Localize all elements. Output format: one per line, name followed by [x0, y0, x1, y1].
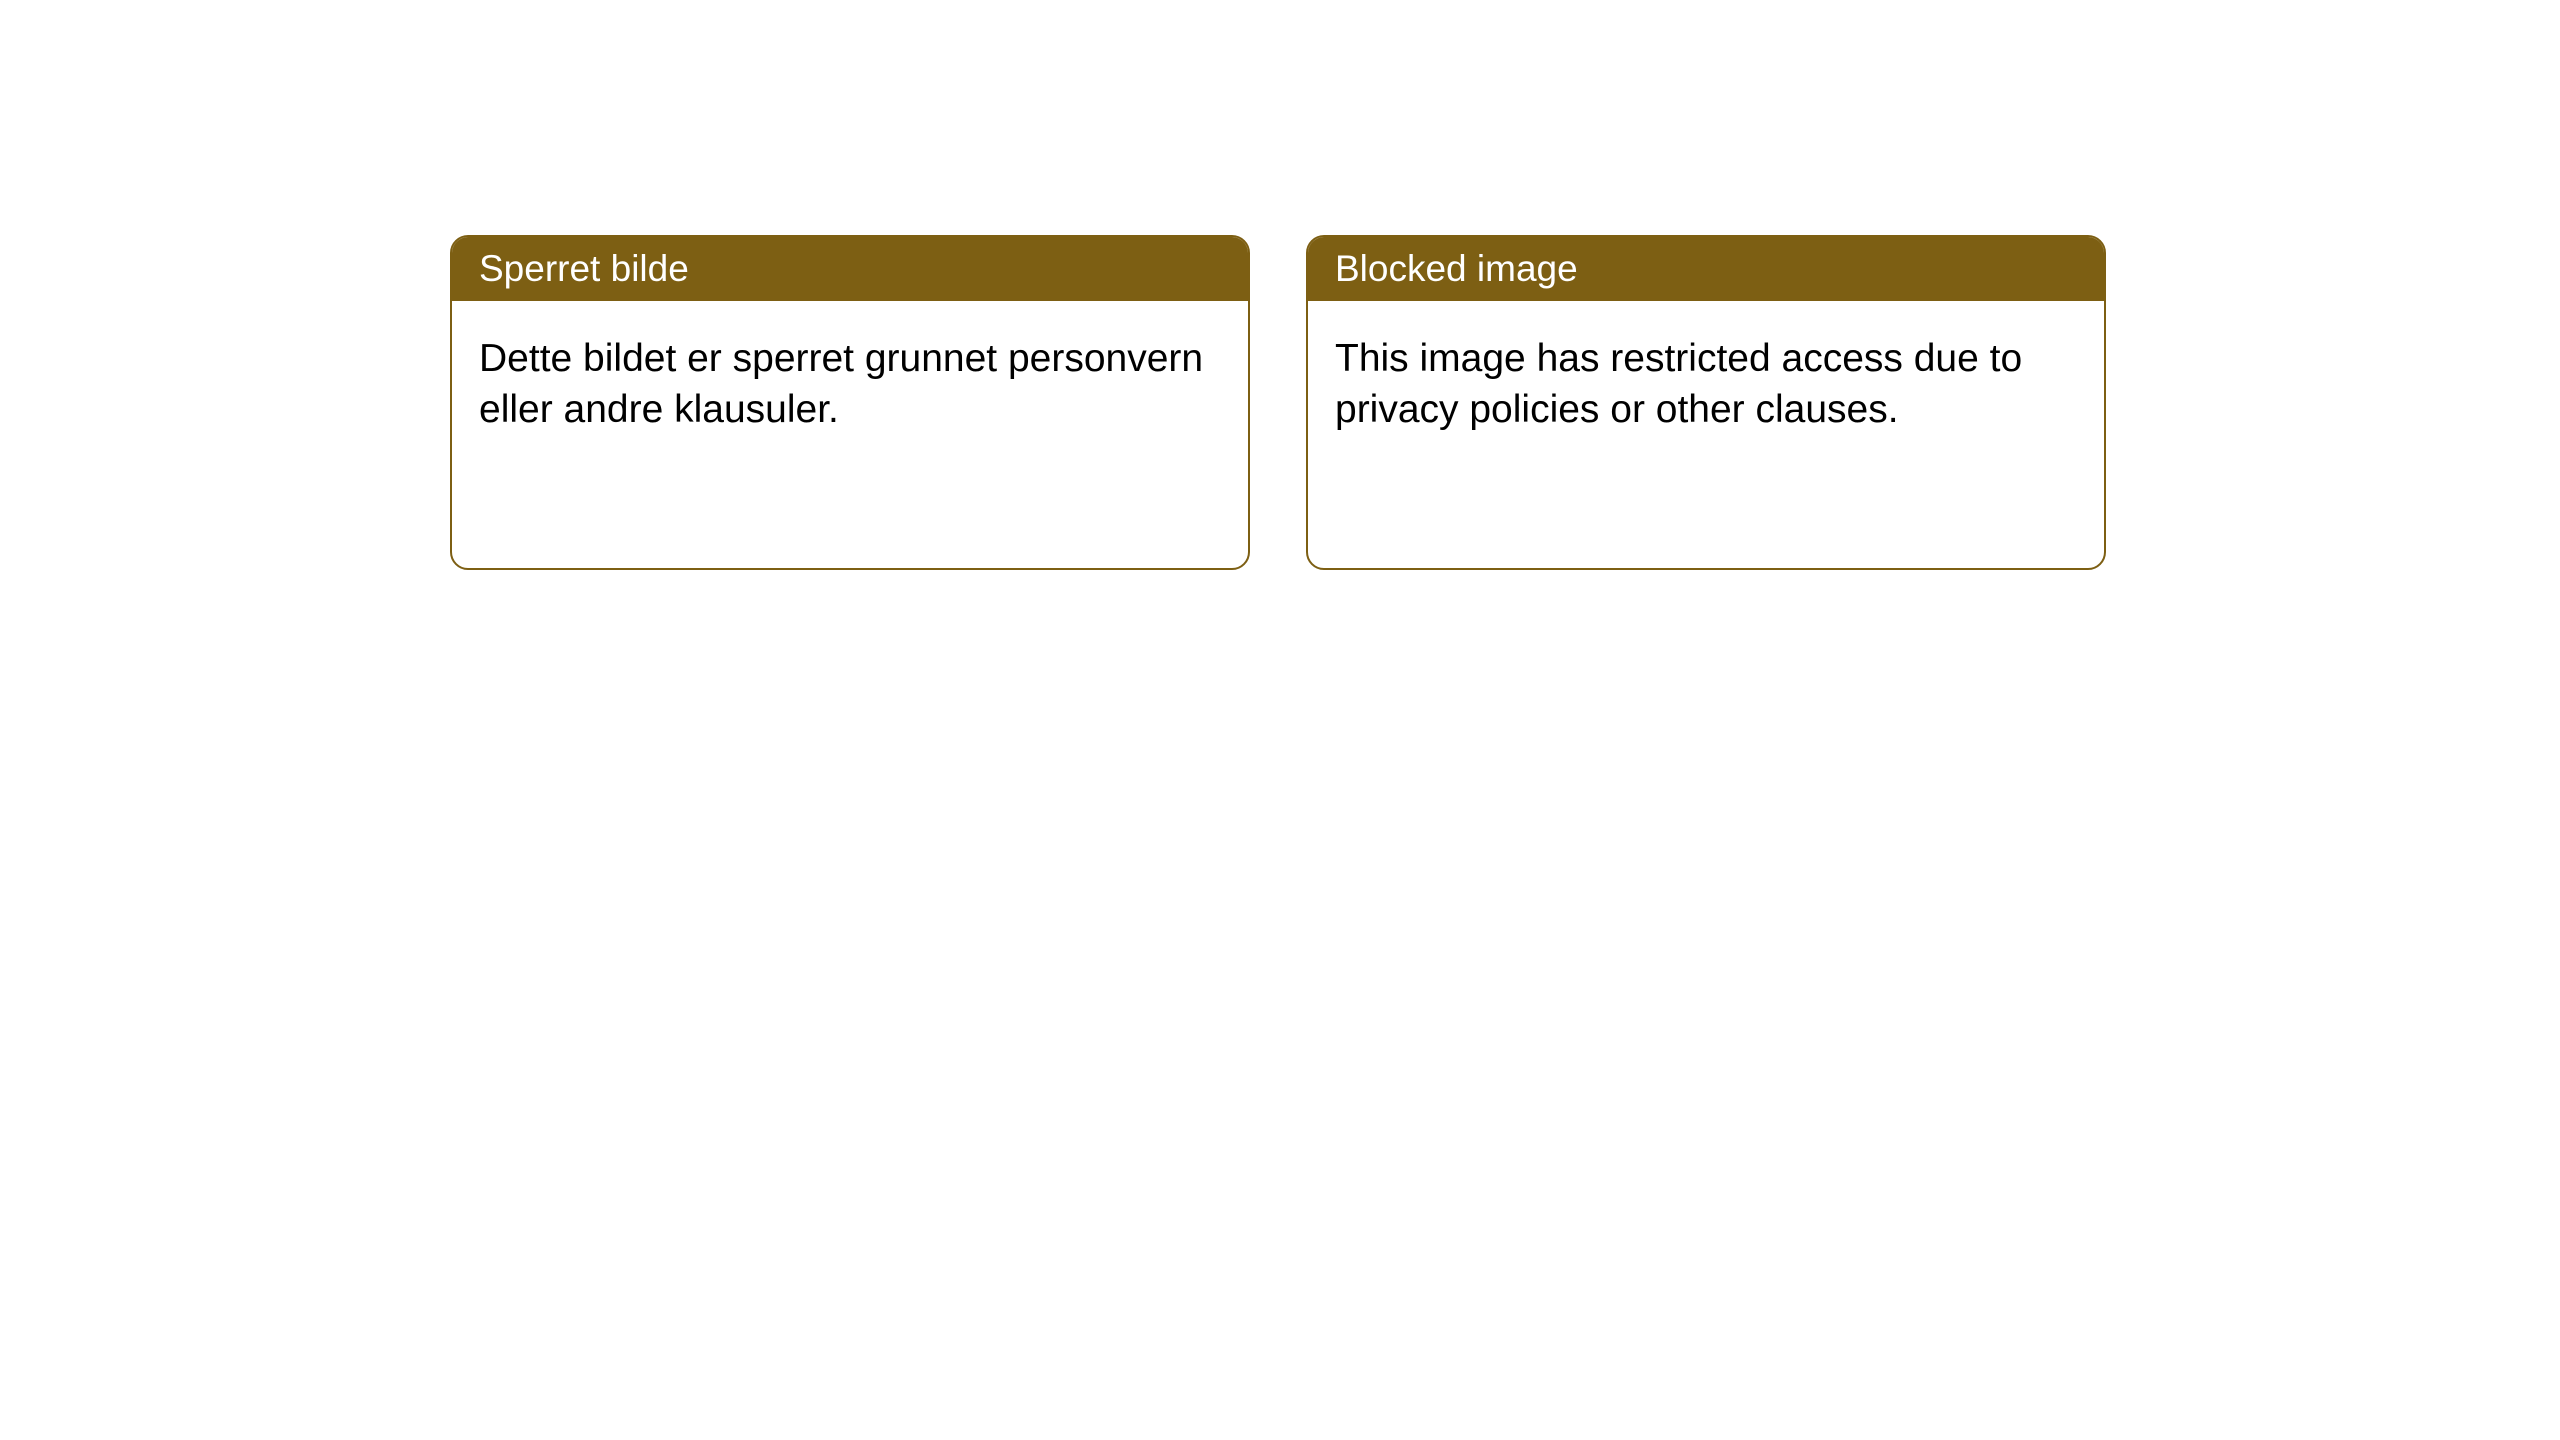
notice-cards-container: Sperret bilde Dette bildet er sperret gr…: [450, 235, 2106, 570]
notice-message: This image has restricted access due to …: [1335, 337, 2022, 431]
notice-title: Blocked image: [1335, 248, 1578, 289]
notice-title: Sperret bilde: [479, 248, 689, 289]
notice-card-body: This image has restricted access due to …: [1308, 301, 2104, 468]
notice-card-header: Sperret bilde: [452, 237, 1248, 301]
notice-card-header: Blocked image: [1308, 237, 2104, 301]
notice-card-norwegian: Sperret bilde Dette bildet er sperret gr…: [450, 235, 1250, 570]
notice-card-body: Dette bildet er sperret grunnet personve…: [452, 301, 1248, 468]
notice-card-english: Blocked image This image has restricted …: [1306, 235, 2106, 570]
notice-message: Dette bildet er sperret grunnet personve…: [479, 337, 1203, 431]
